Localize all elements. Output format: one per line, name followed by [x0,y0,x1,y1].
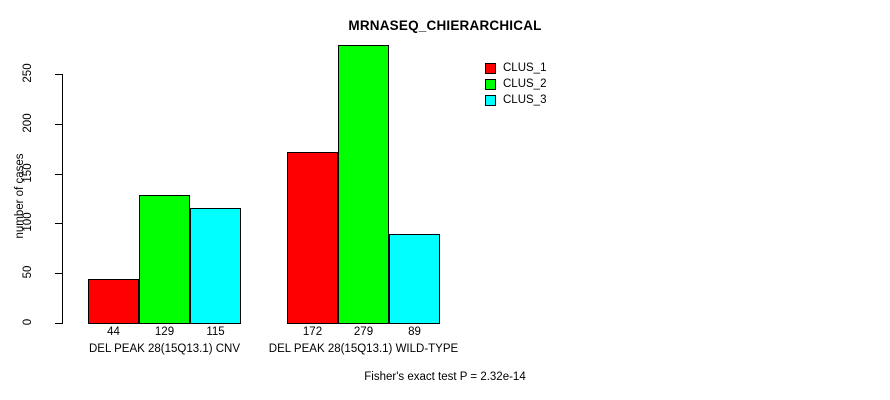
y-axis-tick-label: 0 [8,316,48,330]
bar-clus_1-group2 [287,152,338,324]
chart-title: MRNASEQ_CHIERARCHICAL [348,18,542,33]
bar-value-label: 89 [408,326,421,338]
legend-item: CLUS_3 [485,92,546,108]
x-axis-group-label: DEL PEAK 28(15Q13.1) CNV [88,343,241,355]
y-axis-title: number of cases [14,153,26,239]
bar-clus_3-group2 [389,234,440,324]
y-axis-tick-label-text: 50 [22,265,34,279]
legend-item-label: CLUS_2 [503,77,547,90]
bar-value-label: 44 [107,326,120,338]
bar-value-label: 129 [154,326,175,338]
x-axis-group-label: DEL PEAK 28(15Q13.1) WILD-TYPE [268,343,459,355]
legend: CLUS_1 CLUS_2 CLUS_3 [485,60,546,108]
legend-item: CLUS_2 [485,76,546,92]
bar-clus_2-group2 [338,45,389,324]
legend-swatch-icon [485,94,496,106]
bar-clus_2-group1 [139,195,190,324]
y-axis-tick [55,123,62,125]
legend-item-label: CLUS_3 [503,93,547,106]
fisher-test-annotation: Fisher's exact test P = 2.32e-14 [364,371,526,383]
y-axis-tick [55,323,62,324]
y-axis-tick-label-text: 0 [22,318,34,326]
bar-clus_3-group1 [190,208,241,324]
bar-value-label: 279 [353,326,374,338]
y-axis-tick-label: 50 [8,266,48,280]
y-axis-line [62,74,63,324]
y-axis-tick-label: 250 [8,63,48,82]
legend-item-label: CLUS_1 [503,61,547,74]
y-axis-tick [55,74,62,75]
bar-clus_1-group1 [88,279,139,324]
bar-value-label: 115 [206,326,225,338]
legend-swatch-icon [485,62,496,74]
y-axis-tick-label: 200 [8,113,48,132]
legend-swatch-icon [485,78,496,90]
y-axis-tick-label-text: 250 [22,63,34,83]
y-axis-tick [55,223,62,225]
bar-value-label: 172 [302,326,323,338]
y-axis-tick [55,273,62,275]
legend-item: CLUS_1 [485,60,546,76]
y-axis-tick [55,173,62,175]
